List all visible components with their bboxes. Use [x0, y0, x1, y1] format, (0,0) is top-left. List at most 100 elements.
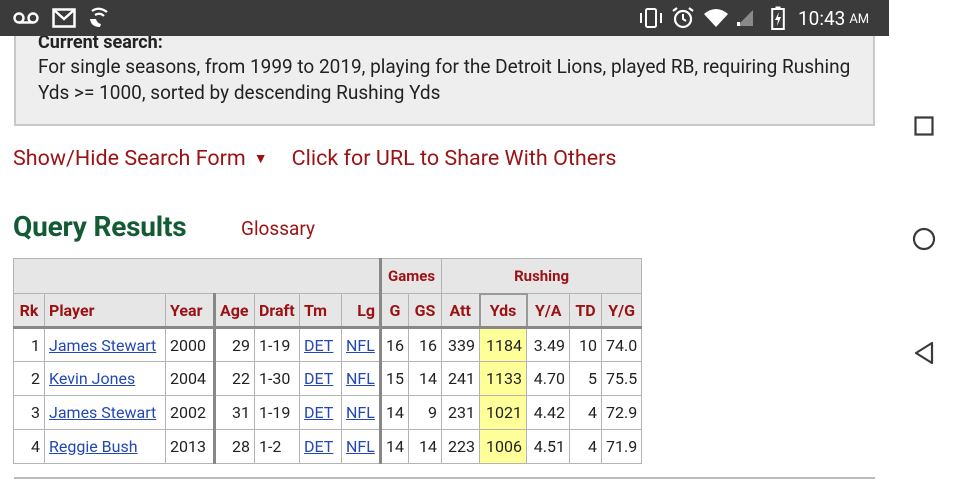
current-search-description: For single seasons, from 1999 to 2019, p…	[38, 55, 851, 104]
cell-g: 14	[380, 429, 409, 464]
cell-att: 241	[441, 361, 480, 396]
wifi-calling-icon	[87, 0, 111, 36]
player-link[interactable]: Kevin Jones	[49, 369, 136, 388]
cell-lg: NFL	[341, 361, 382, 396]
caret-down-icon: ▼	[253, 151, 268, 167]
team-link[interactable]: DET	[304, 369, 334, 388]
col-header-ya[interactable]: Y/A	[526, 293, 570, 328]
cell-rk: 2	[13, 361, 45, 396]
cell-g: 16	[380, 327, 409, 362]
share-url-link[interactable]: Click for URL to Share With Others	[291, 146, 617, 171]
cell-player: James Stewart	[44, 327, 166, 362]
col-header-tm[interactable]: Tm	[299, 293, 342, 328]
league-link[interactable]: NFL	[346, 369, 375, 388]
glossary-link[interactable]: Glossary	[241, 217, 315, 240]
cell-draft: 1-19	[254, 327, 300, 362]
cell-year: 2002	[165, 395, 216, 430]
recents-square-icon[interactable]	[911, 113, 937, 139]
cell-draft: 1-19	[254, 395, 300, 430]
col-header-player[interactable]: Player	[44, 293, 166, 328]
over-header-games: Games	[380, 258, 442, 294]
table-over-header-row: Games Rushing	[13, 258, 643, 294]
cell-g: 14	[380, 395, 409, 430]
table-row: 4 Reggie Bush 2013 28 1-2 DET NFL 14 14 …	[13, 429, 643, 464]
signal-icon	[735, 0, 755, 36]
cell-gs: 9	[408, 395, 442, 430]
league-link[interactable]: NFL	[346, 403, 375, 422]
team-link[interactable]: DET	[304, 437, 334, 456]
player-link[interactable]: James Stewart	[49, 335, 157, 355]
cell-draft: 1-2	[254, 429, 300, 464]
cell-lg: NFL	[341, 395, 382, 430]
gmail-icon	[52, 0, 76, 36]
cell-yds: 1006	[479, 429, 527, 464]
col-header-g[interactable]: G	[380, 293, 409, 328]
table-body: 1 James Stewart 2000 29 1-19 DET NFL 16 …	[13, 327, 643, 464]
cell-draft: 1-30	[254, 361, 300, 396]
status-bar: 10:43 AM	[0, 0, 889, 36]
cell-rk: 4	[13, 429, 45, 464]
league-link[interactable]: NFL	[346, 437, 375, 456]
col-header-lg[interactable]: Lg	[341, 293, 382, 328]
vibrate-icon	[638, 0, 664, 36]
cell-g: 15	[380, 361, 409, 396]
player-link[interactable]: James Stewart	[49, 403, 157, 422]
cell-att: 231	[441, 395, 480, 430]
col-header-gs[interactable]: GS	[408, 293, 442, 328]
table-row: 3 James Stewart 2002 31 1-19 DET NFL 14 …	[13, 395, 643, 430]
cell-gs: 16	[408, 327, 442, 362]
col-header-att[interactable]: Att	[441, 293, 480, 328]
cell-lg: NFL	[341, 327, 382, 362]
cell-ya: 4.51	[526, 429, 570, 464]
cell-rk: 3	[13, 395, 45, 430]
home-circle-icon[interactable]	[911, 226, 937, 252]
cell-player: James Stewart	[44, 395, 166, 430]
cell-year: 2000	[165, 327, 216, 362]
col-header-yg[interactable]: Y/G	[600, 293, 643, 328]
clock: 10:43 AM	[798, 0, 869, 36]
cell-year: 2013	[165, 429, 216, 464]
cell-player: Reggie Bush	[44, 429, 166, 464]
toggle-search-form-link[interactable]: Show/Hide Search Form ▼	[13, 146, 268, 171]
cell-ya: 4.70	[526, 361, 570, 396]
cell-yds: 1021	[479, 395, 527, 430]
cell-tm: DET	[299, 327, 342, 362]
col-header-yds[interactable]: Yds	[478, 292, 528, 329]
results-table: Games Rushing Rk Player Year Age Draft T…	[13, 258, 643, 464]
col-header-td[interactable]: TD	[569, 293, 602, 328]
cell-tm: DET	[299, 429, 342, 464]
col-header-age[interactable]: Age	[214, 293, 255, 328]
cell-td: 10	[569, 327, 602, 362]
back-triangle-icon[interactable]	[911, 340, 937, 366]
league-link[interactable]: NFL	[346, 335, 375, 355]
table-header-row: Rk Player Year Age Draft Tm Lg G GS Att …	[13, 292, 643, 329]
cell-td: 5	[569, 361, 602, 396]
clock-time: 10:43	[798, 6, 846, 30]
col-header-draft[interactable]: Draft	[254, 293, 300, 328]
cell-td: 4	[569, 395, 602, 430]
current-search-box: Current search: For single seasons, from…	[14, 36, 875, 126]
query-results-heading: Query Results	[13, 210, 187, 243]
cell-yg: 75.5	[600, 361, 643, 396]
col-header-year[interactable]: Year	[165, 293, 216, 328]
cell-lg: NFL	[341, 429, 382, 464]
player-link[interactable]: Reggie Bush	[49, 437, 138, 456]
cell-age: 28	[214, 429, 255, 464]
col-header-rk[interactable]: Rk	[13, 293, 45, 328]
cell-age: 22	[214, 361, 255, 396]
cell-tm: DET	[299, 361, 342, 396]
bottom-divider	[14, 477, 875, 479]
battery-charging-icon	[771, 0, 785, 36]
team-link[interactable]: DET	[304, 403, 334, 422]
search-links-row: Show/Hide Search Form ▼ Click for URL to S…	[13, 146, 617, 171]
alarm-icon	[671, 0, 695, 36]
team-link[interactable]: DET	[304, 335, 334, 355]
cell-player: Kevin Jones	[44, 361, 166, 396]
cell-ya: 3.49	[526, 327, 570, 362]
cell-gs: 14	[408, 429, 442, 464]
current-search-title: Current search:	[38, 36, 163, 53]
table-row: 1 James Stewart 2000 29 1-19 DET NFL 16 …	[13, 327, 643, 362]
cell-td: 4	[569, 429, 602, 464]
voicemail-icon	[13, 0, 39, 36]
